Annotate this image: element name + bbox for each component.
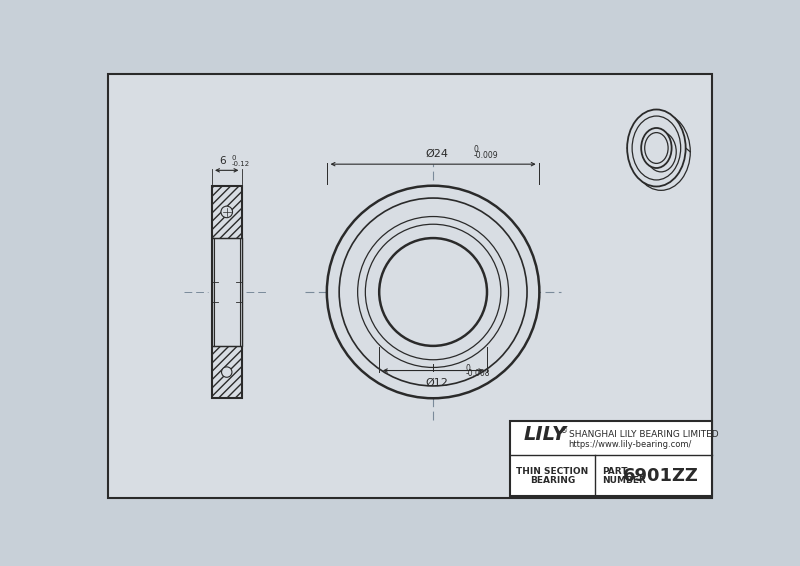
Text: LILY: LILY xyxy=(524,425,567,444)
Ellipse shape xyxy=(646,132,676,172)
Text: NUMBER: NUMBER xyxy=(602,476,646,484)
Text: ®: ® xyxy=(559,426,568,435)
Ellipse shape xyxy=(627,109,686,187)
Bar xyxy=(212,186,242,238)
Text: Ø24: Ø24 xyxy=(426,149,449,159)
Text: 6901ZZ: 6901ZZ xyxy=(622,466,698,484)
Text: -0.12: -0.12 xyxy=(231,161,250,167)
Text: THIN SECTION: THIN SECTION xyxy=(516,468,589,476)
Text: SHANGHAI LILY BEARING LIMITED: SHANGHAI LILY BEARING LIMITED xyxy=(569,430,718,439)
Circle shape xyxy=(222,367,232,378)
Text: BEARING: BEARING xyxy=(530,476,575,484)
Text: Ø12: Ø12 xyxy=(426,378,448,388)
Ellipse shape xyxy=(632,113,690,190)
Text: 6: 6 xyxy=(219,156,226,166)
Circle shape xyxy=(358,217,509,367)
Ellipse shape xyxy=(645,132,668,164)
Bar xyxy=(212,238,242,346)
Bar xyxy=(212,346,242,398)
Text: https://www.lily-bearing.com/: https://www.lily-bearing.com/ xyxy=(569,440,692,449)
Circle shape xyxy=(379,238,487,346)
Text: 0: 0 xyxy=(473,145,478,154)
Text: -0.009: -0.009 xyxy=(473,151,498,160)
Text: PART: PART xyxy=(602,468,628,476)
Bar xyxy=(510,421,712,496)
Ellipse shape xyxy=(632,116,681,180)
Bar xyxy=(510,421,712,496)
Circle shape xyxy=(327,186,539,398)
Circle shape xyxy=(221,206,233,218)
Text: 0: 0 xyxy=(231,155,236,161)
Circle shape xyxy=(366,224,501,360)
Text: 0: 0 xyxy=(466,364,470,373)
Circle shape xyxy=(339,198,527,386)
Text: -0.008: -0.008 xyxy=(466,369,490,378)
Bar xyxy=(212,186,242,398)
Ellipse shape xyxy=(641,128,672,168)
